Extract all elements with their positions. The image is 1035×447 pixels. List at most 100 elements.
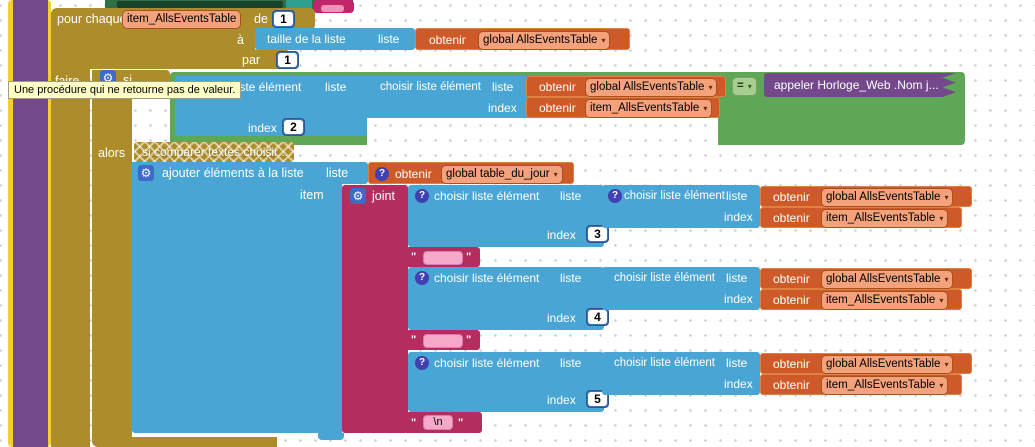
liste-param-label: liste <box>378 32 400 46</box>
select-list-item-block-b-outer[interactable]: ? choisir liste élément liste index <box>408 267 604 330</box>
select-list-item-label: choisir liste élément <box>614 272 715 284</box>
question-badge-icon[interactable]: ? <box>415 189 429 203</box>
liste-param-label: liste <box>726 189 748 203</box>
variable-name: global AllsEventsTable <box>483 34 598 46</box>
variable-name: global table_du_jour <box>446 168 550 180</box>
item-param-label: item <box>300 188 324 202</box>
if-block[interactable] <box>92 70 132 437</box>
if-bottom-edge[interactable] <box>92 437 277 447</box>
get-label: obtenir <box>395 167 432 181</box>
then-label: alors <box>98 146 126 160</box>
equals-label: = <box>737 80 744 92</box>
text-string-block[interactable]: " " <box>404 247 480 267</box>
get-item-allseventstable-block[interactable]: obtenir item_AllsEventsTable ▾ <box>526 97 720 118</box>
get-label: obtenir <box>773 293 810 307</box>
text-string-block[interactable]: " " <box>404 330 480 350</box>
get-global-allseventstable-block[interactable]: obtenir global AllsEventsTable ▾ <box>526 76 726 97</box>
index-param-label: index <box>547 311 576 325</box>
index-param-label: index <box>547 393 576 407</box>
get-global-allseventstable-block[interactable]: obtenir global AllsEventsTable ▾ <box>760 268 972 289</box>
get-global-allseventstable-block[interactable]: obtenir global AllsEventsTable ▾ <box>415 28 630 50</box>
get-label: obtenir <box>773 272 810 286</box>
variable-dropdown-plate[interactable]: global AllsEventsTable ▾ <box>821 270 954 289</box>
mutator-gear-icon[interactable]: ⚙ <box>138 165 154 181</box>
length-of-list-block[interactable]: taille de la liste liste <box>255 28 415 50</box>
procedure-block[interactable] <box>13 0 48 447</box>
clipped-setter-dropdown[interactable] <box>117 1 283 8</box>
select-list-item-label: choisir liste élément <box>434 189 540 203</box>
variable-dropdown-plate[interactable]: global table_du_jour ▾ <box>441 165 563 184</box>
select-list-item-block-cond-inner[interactable]: choisir liste élément liste index <box>363 76 528 118</box>
variable-dropdown-plate[interactable]: item_AllsEventsTable ▾ <box>821 291 949 310</box>
text-field[interactable] <box>423 334 463 348</box>
number-block-start[interactable]: 1 <box>272 10 295 28</box>
variable-dropdown-plate[interactable]: global AllsEventsTable ▾ <box>585 78 718 97</box>
number-block-index3[interactable]: 3 <box>586 225 609 243</box>
text-string-block-newline[interactable]: " \n " <box>404 412 482 433</box>
add-items-to-list-block[interactable] <box>132 162 342 433</box>
get-global-table-du-jour-block[interactable]: ? obtenir global table_du_jour ▾ <box>368 162 574 184</box>
chevron-down-icon: ▾ <box>601 35 606 45</box>
variable-dropdown-plate[interactable]: global AllsEventsTable ▾ <box>478 31 611 50</box>
select-list-item-block-a-inner[interactable]: ? choisir liste élément liste index <box>602 185 760 228</box>
equals-dropdown-plate[interactable]: = ▾ <box>732 77 757 96</box>
call-label: appeler Horloge_Web .Nom j... <box>774 78 939 92</box>
get-label: obtenir <box>429 33 466 47</box>
select-list-item-block-a-outer[interactable]: ? choisir liste élément liste index <box>408 185 604 247</box>
chevron-down-icon: ▾ <box>944 192 949 202</box>
get-item-allseventstable-block[interactable]: obtenir item_AllsEventsTable ▾ <box>760 207 962 228</box>
variable-name: global AllsEventsTable <box>826 191 941 203</box>
chevron-down-icon: ▾ <box>939 213 944 223</box>
get-global-allseventstable-block[interactable]: obtenir global AllsEventsTable ▾ <box>760 186 972 207</box>
tooltip: Une procédure qui ne retourne pas de val… <box>8 81 242 99</box>
variable-dropdown-plate[interactable]: item_AllsEventsTable ▾ <box>585 99 713 118</box>
index-param-label: index <box>724 210 753 224</box>
clipped-teal-block[interactable] <box>286 0 312 10</box>
get-item-allseventstable-block[interactable]: obtenir item_AllsEventsTable ▾ <box>760 289 962 310</box>
question-badge-icon[interactable]: ? <box>415 271 429 285</box>
variable-dropdown-plate[interactable]: global AllsEventsTable ▾ <box>821 188 954 207</box>
text-field[interactable]: \n <box>423 415 453 430</box>
question-badge-icon[interactable]: ? <box>415 356 429 370</box>
question-badge-icon[interactable]: ? <box>375 167 389 181</box>
index-param-label: index <box>724 292 753 306</box>
number-block-index4[interactable]: 4 <box>586 308 609 326</box>
join-text-block[interactable] <box>342 185 408 433</box>
question-badge-icon[interactable]: ? <box>608 189 622 203</box>
clipped-text-field[interactable] <box>321 5 344 12</box>
select-list-item-block-c-inner[interactable]: choisir liste élément liste index <box>602 352 760 395</box>
number-block-step[interactable]: 1 <box>276 51 299 69</box>
select-list-item-label: choisir liste élément <box>380 81 481 93</box>
text-field[interactable] <box>423 251 463 265</box>
variable-dropdown-plate[interactable]: item_AllsEventsTable ▾ <box>821 376 949 395</box>
liste-param-label: liste <box>325 80 347 94</box>
open-quote: " <box>411 417 417 429</box>
join-label: joint <box>372 189 395 203</box>
loop-var-plate[interactable]: item_AllsEventsTable <box>122 10 242 29</box>
collapsed-if-compare-block[interactable]: si comparer textes choisir ... <box>134 142 294 162</box>
get-item-allseventstable-block[interactable]: obtenir item_AllsEventsTable ▾ <box>760 374 962 395</box>
for-each-by-row[interactable] <box>90 50 290 69</box>
by-label: par <box>242 53 261 67</box>
variable-dropdown-plate[interactable]: global AllsEventsTable ▾ <box>821 355 954 374</box>
select-list-item-label: choisir liste élément <box>434 271 540 285</box>
for-each-to-row[interactable] <box>90 30 255 50</box>
index-param-label: index <box>248 121 277 135</box>
index-param-label: index <box>724 377 753 391</box>
variable-dropdown-plate[interactable]: item_AllsEventsTable ▾ <box>821 209 949 228</box>
variable-name: global AllsEventsTable <box>590 81 705 93</box>
select-list-item-block-b-inner[interactable]: choisir liste élément liste index <box>602 267 760 310</box>
select-list-item-block-c-outer[interactable]: ? choisir liste élément liste index <box>408 352 604 412</box>
add-items-header[interactable] <box>132 162 368 184</box>
length-of-list-label: taille de la liste <box>267 32 346 46</box>
get-label: obtenir <box>773 378 810 392</box>
mutator-gear-icon[interactable]: ⚙ <box>350 188 366 204</box>
number-block-cond-index[interactable]: 2 <box>282 118 305 136</box>
next-statement-tab <box>318 433 344 440</box>
get-global-allseventstable-block[interactable]: obtenir global AllsEventsTable ▾ <box>760 353 972 374</box>
number-value: 1 <box>278 53 297 67</box>
call-horloge-collapsed-block[interactable]: appeler Horloge_Web .Nom j... <box>764 73 956 97</box>
from-label: de <box>254 12 268 26</box>
chevron-down-icon: ▾ <box>553 169 558 179</box>
